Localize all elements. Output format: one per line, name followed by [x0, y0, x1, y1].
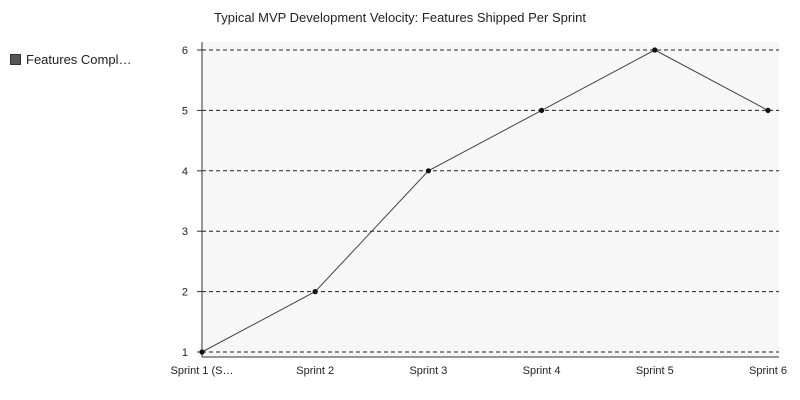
- x-tick-label: Sprint 1 (S…: [171, 365, 234, 377]
- x-tick-label: Sprint 3: [409, 365, 447, 377]
- data-point: [539, 107, 545, 113]
- x-tick-label: Sprint 2: [296, 365, 334, 377]
- data-point: [652, 47, 658, 53]
- data-point: [765, 107, 771, 113]
- y-tick-label: 1: [182, 347, 188, 359]
- y-tick-label: 4: [182, 166, 188, 178]
- legend-swatch: [10, 54, 21, 65]
- legend-label: Features Compl…: [26, 52, 132, 67]
- series-line: [201, 49, 769, 353]
- y-tick-label: 2: [182, 287, 188, 299]
- x-tick-label: Sprint 6: [749, 365, 787, 377]
- data-point: [425, 168, 431, 174]
- data-point: [312, 289, 318, 295]
- legend: Features Compl…: [10, 52, 131, 67]
- y-tick-label: 3: [182, 226, 188, 238]
- data-point: [199, 349, 205, 355]
- x-tick-label: Sprint 4: [523, 365, 561, 377]
- y-tick-label: 5: [182, 105, 188, 117]
- x-tick-label: Sprint 5: [636, 365, 674, 377]
- y-tick-label: 6: [182, 45, 188, 57]
- plot-background: [202, 42, 779, 357]
- chart-title: Typical MVP Development Velocity: Featur…: [214, 10, 586, 25]
